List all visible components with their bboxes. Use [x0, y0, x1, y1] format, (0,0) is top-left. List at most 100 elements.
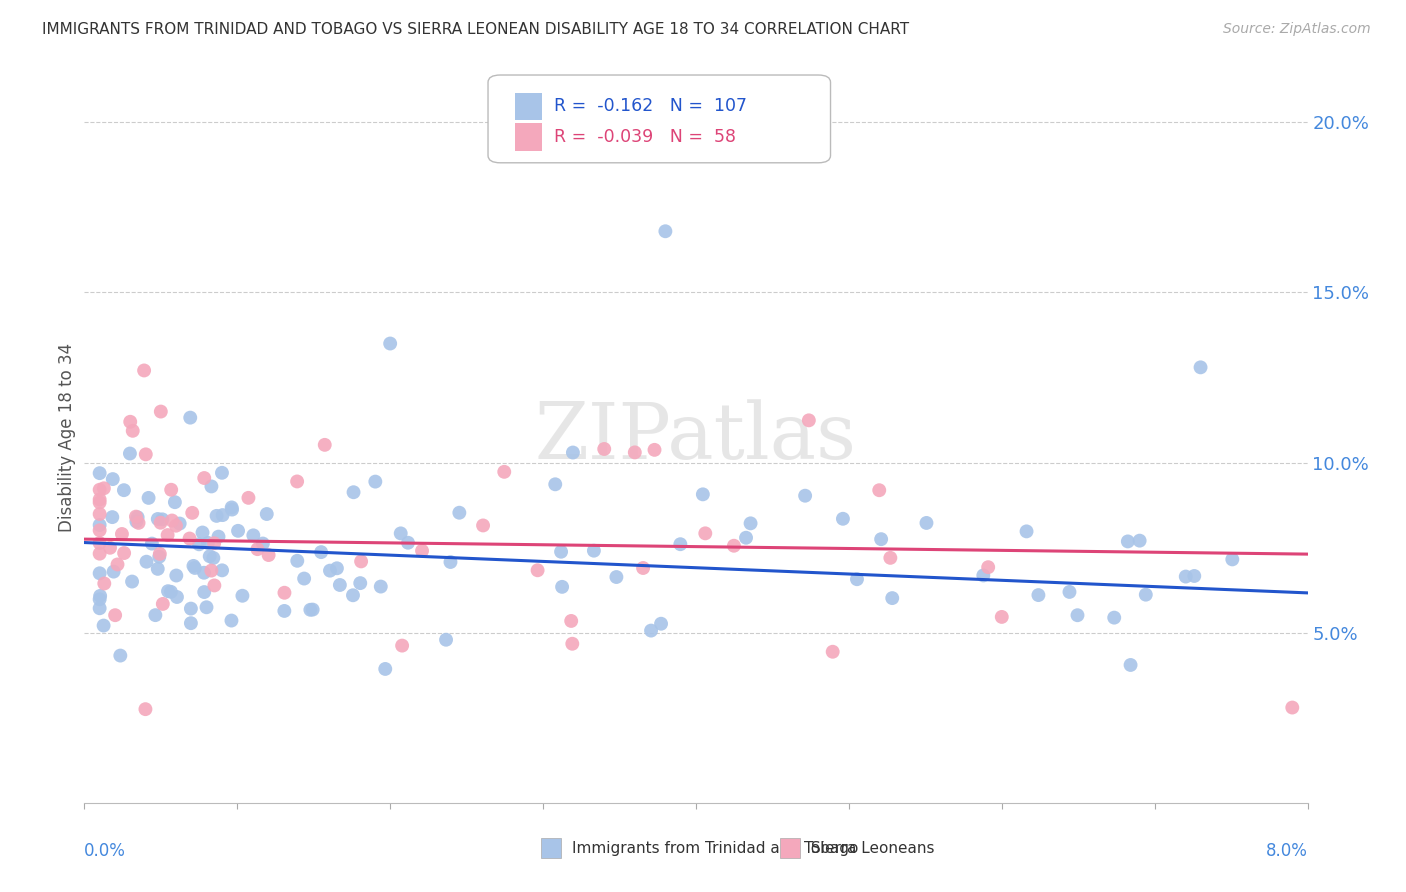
FancyBboxPatch shape: [488, 75, 831, 163]
Point: [1059, 585, 1081, 599]
Point: [148, 549, 170, 564]
Point: [650, 616, 672, 631]
Point: [89, 536, 111, 550]
Point: [472, 518, 495, 533]
Point: [631, 561, 654, 575]
Point: [191, 525, 214, 540]
Point: [391, 639, 413, 653]
Point: [1015, 524, 1038, 539]
Point: [193, 585, 215, 599]
Point: [389, 526, 412, 541]
Point: [101, 510, 124, 524]
Point: [89, 507, 111, 521]
Point: [991, 610, 1014, 624]
Point: [89, 492, 111, 507]
Point: [149, 516, 172, 530]
Point: [380, 336, 402, 351]
Bar: [515, 123, 541, 151]
Point: [89, 483, 111, 497]
Point: [972, 568, 994, 582]
Text: IMMIGRANTS FROM TRINIDAD AND TOBAGO VS SIERRA LEONEAN DISABILITY AGE 18 TO 34 CO: IMMIGRANTS FROM TRINIDAD AND TOBAGO VS S…: [42, 22, 910, 37]
Point: [93, 576, 115, 591]
Point: [141, 536, 163, 550]
Point: [256, 507, 278, 521]
Point: [160, 584, 183, 599]
Point: [184, 561, 207, 575]
Point: [285, 554, 308, 568]
Point: [1028, 588, 1050, 602]
Point: [868, 483, 890, 498]
Point: [221, 614, 243, 628]
Point: [112, 546, 135, 560]
Point: [125, 515, 148, 529]
Point: [593, 442, 616, 456]
Point: [977, 560, 1000, 574]
Text: 8.0%: 8.0%: [1265, 842, 1308, 860]
Point: [180, 616, 202, 631]
Point: [200, 564, 222, 578]
Point: [157, 584, 180, 599]
Point: [197, 536, 219, 550]
Point: [561, 445, 583, 459]
Point: [121, 424, 143, 438]
Point: [120, 415, 142, 429]
Point: [695, 526, 717, 541]
Point: [101, 472, 124, 486]
Point: [1116, 534, 1139, 549]
Point: [211, 466, 233, 480]
Point: [221, 502, 243, 516]
Point: [118, 446, 141, 460]
Point: [202, 536, 225, 550]
Point: [582, 543, 605, 558]
Point: [103, 565, 125, 579]
Point: [285, 475, 308, 489]
Point: [1182, 569, 1205, 583]
Point: [915, 516, 938, 530]
Point: [411, 543, 433, 558]
Point: [561, 637, 583, 651]
Point: [526, 563, 548, 577]
Point: [273, 586, 295, 600]
Point: [89, 566, 111, 581]
Point: [252, 536, 274, 550]
Point: [98, 541, 121, 555]
Point: [200, 479, 222, 493]
Point: [89, 523, 111, 537]
Point: [846, 572, 869, 586]
Point: [193, 566, 215, 580]
Point: [134, 702, 156, 716]
Point: [165, 518, 187, 533]
Point: [107, 558, 129, 572]
Point: [89, 589, 111, 603]
Point: [145, 608, 167, 623]
Point: [121, 574, 143, 589]
Point: [870, 532, 893, 546]
Point: [211, 563, 233, 577]
Point: [735, 531, 758, 545]
Point: [111, 527, 134, 541]
Point: [1066, 608, 1088, 623]
Point: [560, 614, 582, 628]
Point: [644, 442, 666, 457]
Point: [231, 589, 253, 603]
Point: [1220, 552, 1243, 566]
Point: [150, 512, 173, 526]
Point: [89, 495, 111, 509]
Point: [370, 580, 392, 594]
Point: [89, 466, 111, 480]
Y-axis label: Disability Age 18 to 34: Disability Age 18 to 34: [58, 343, 76, 532]
Point: [273, 604, 295, 618]
Point: [314, 438, 336, 452]
Point: [309, 545, 332, 559]
Point: [342, 485, 364, 500]
Point: [1189, 360, 1212, 375]
Point: [202, 551, 225, 566]
Point: [242, 528, 264, 542]
Point: [396, 535, 419, 549]
Point: [89, 592, 111, 607]
Point: [149, 547, 172, 561]
Point: [146, 562, 169, 576]
Text: 0.0%: 0.0%: [84, 842, 127, 860]
Point: [1129, 533, 1152, 548]
Point: [169, 516, 191, 531]
